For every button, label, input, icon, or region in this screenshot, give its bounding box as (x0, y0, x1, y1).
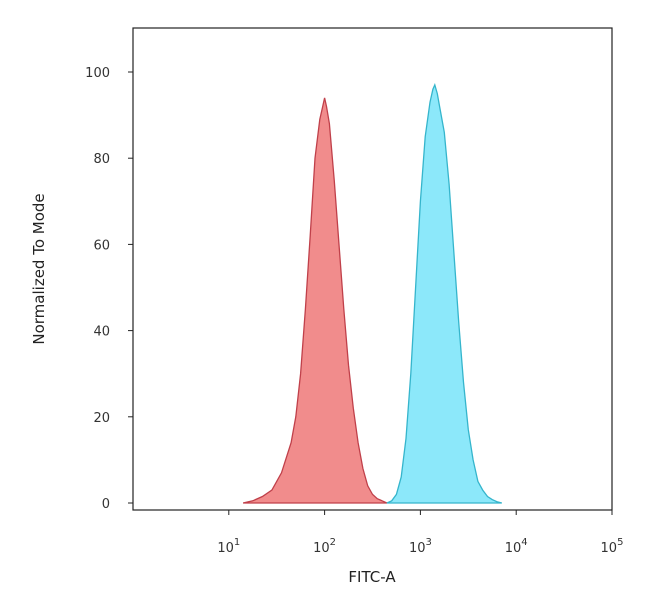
x-axis-title: FITC-A (348, 568, 396, 586)
y-tick-label: 60 (93, 238, 110, 253)
y-tick-label: 100 (85, 66, 110, 81)
histogram-series-2 (386, 82, 502, 504)
x-tick-label: 104 (505, 537, 528, 556)
y-axis-title: Normalized To Mode (30, 193, 48, 344)
y-tick-label: 0 (102, 497, 110, 512)
x-tick-label: 101 (217, 537, 240, 556)
y-tick-label: 80 (93, 152, 110, 167)
x-axis-ticks: 101 102 103 104 105 (217, 510, 623, 556)
y-tick-label: 20 (93, 411, 110, 426)
histogram-series-1 (242, 97, 388, 504)
x-tick-label: 103 (409, 537, 432, 556)
x-tick-label: 102 (313, 537, 336, 556)
x-tick-label: 105 (601, 537, 624, 556)
plot-frame (132, 27, 613, 511)
series-layer (242, 82, 502, 504)
y-tick-label: 40 (93, 325, 110, 340)
y-axis-ticks: 0 20 40 60 80 100 (85, 66, 133, 512)
